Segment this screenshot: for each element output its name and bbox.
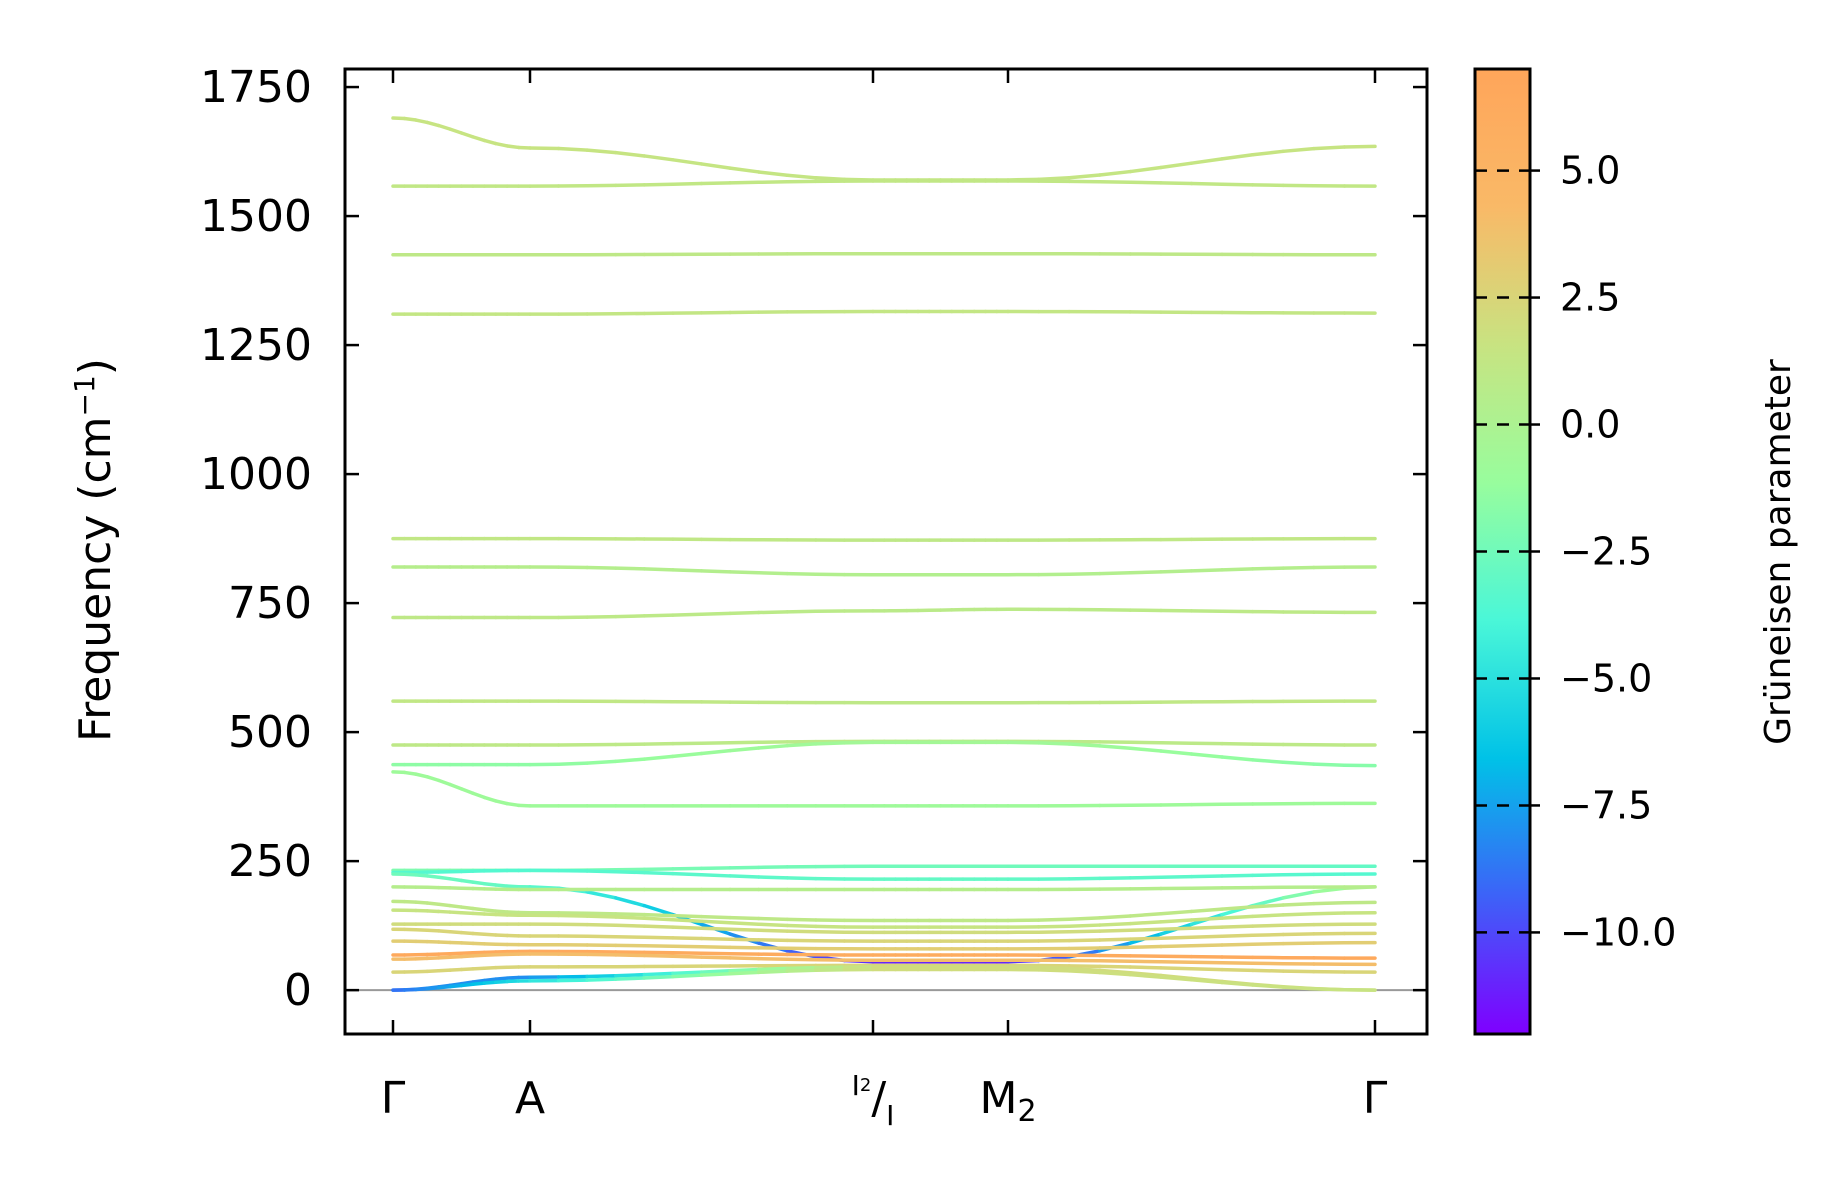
y-tick-label: 1000 — [200, 449, 312, 500]
y-tick-label: 1750 — [200, 62, 312, 113]
band-line — [391, 949, 1377, 960]
band-line — [391, 899, 1377, 923]
band-line — [391, 251, 1377, 257]
band-line — [391, 116, 1377, 182]
x-tick-label: I2/I — [852, 1069, 895, 1132]
colorbar-tick-label: −7.5 — [1560, 783, 1652, 827]
band-line — [391, 922, 1377, 935]
colorbar-tick-label: 2.5 — [1560, 276, 1620, 320]
band-line — [391, 309, 1377, 316]
band-line — [391, 885, 1377, 892]
band-line — [391, 179, 1377, 188]
plot-frame — [343, 67, 1429, 1036]
y-tick-label: 1250 — [200, 320, 312, 371]
y-axis-label-main: Frequency (cm — [70, 416, 121, 742]
band-lines — [345, 116, 1427, 992]
band-line — [391, 927, 1377, 943]
colorbar-tick-label: 5.0 — [1560, 149, 1620, 193]
band-line — [391, 770, 1377, 808]
colorbar-tick-label: −2.5 — [1560, 530, 1652, 574]
x-ticks: Γ A I2/I M2 Γ — [381, 69, 1388, 1132]
band-line — [391, 699, 1377, 705]
colorbar-label: Grüneisen parameter — [1758, 359, 1799, 745]
y-tick-label: 750 — [228, 578, 312, 629]
band-line — [391, 868, 1377, 881]
x-tick-label: Γ — [381, 1073, 406, 1124]
band-line — [391, 740, 1377, 768]
band-line — [391, 952, 1377, 967]
y-axis-label-close: ) — [70, 358, 121, 375]
y-axis-label-sup: −1 — [68, 375, 101, 416]
band-line — [391, 967, 1377, 992]
y-tick-label: 1500 — [200, 191, 312, 242]
y-tick-label: 250 — [228, 836, 312, 887]
x-tick-label: A — [515, 1073, 545, 1124]
colorbar-tick-label: 0.0 — [1560, 403, 1620, 447]
colorbar-tick-label: −5.0 — [1560, 656, 1652, 700]
band-line — [391, 939, 1377, 951]
x-tick-label: Γ — [1363, 1073, 1388, 1124]
y-axis-label: Frequency (cm−1) — [68, 358, 121, 742]
y-tick-label: 0 — [284, 965, 312, 1016]
colorbar-tick-label: −10.0 — [1560, 910, 1676, 954]
band-line — [391, 536, 1377, 542]
x-tick-label: M2 — [979, 1073, 1036, 1129]
y-ticks: 0 250 500 750 1000 1250 1500 1750 — [200, 62, 1427, 1016]
colorbar-ticks: 5.0 2.5 0.0 −2.5 −5.0 −7.5 −10.0 — [1475, 149, 1676, 954]
y-tick-label: 500 — [228, 707, 312, 758]
band-line — [391, 607, 1377, 620]
band-line — [391, 565, 1377, 577]
band-line — [391, 908, 1377, 929]
